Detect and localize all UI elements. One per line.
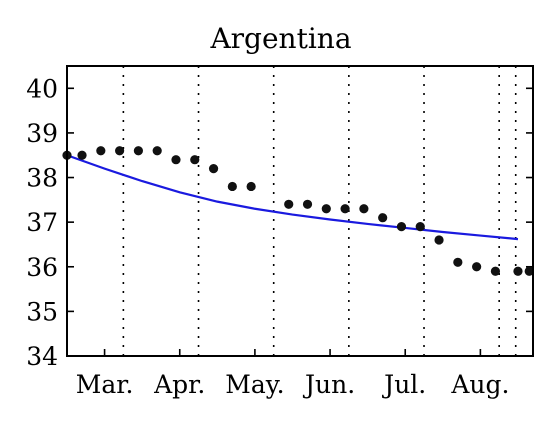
data-point [359,204,369,214]
data-point [133,146,144,156]
data-point [77,150,87,160]
data-point [472,262,482,272]
data-point [96,146,106,156]
x-tick-label: Apr. [153,370,205,399]
x-tick-label: Jul. [381,370,426,399]
y-tick-label: 36 [26,253,58,282]
data-point [340,204,350,214]
data-point [208,164,219,174]
data-point [378,213,388,223]
x-tick-label: Mar. [76,370,134,399]
x-tick-label: Aug. [450,370,509,399]
labels-layer: 34 35 36 37 38 39 40 Mar. Apr. May. Jun. Jul. Aug. [26,74,509,399]
ticks-layer [67,87,533,357]
y-tick-label: 35 [26,297,58,326]
data-point [490,266,501,276]
y-tick-label: 38 [26,164,58,193]
plot-frame [66,65,534,357]
data-point [396,222,407,232]
data-point [152,146,162,156]
data-point [284,199,294,209]
data-point [453,257,463,267]
data-point [246,181,256,192]
grid-layer [122,66,517,356]
data-point [115,146,125,156]
x-tick-label: May. [225,370,284,399]
chart-title: Argentina [209,22,351,55]
data-point [321,204,331,214]
data-point [524,266,534,276]
y-tick-label: 40 [26,74,58,103]
data-point [415,222,425,232]
data-point [171,155,181,165]
points-layer [62,146,534,276]
y-tick-label: 39 [26,119,58,148]
y-tick-label: 34 [26,342,58,371]
data-point [513,266,523,276]
fit-curve [66,154,519,241]
x-tick-label: Jun. [302,370,355,399]
data-point [302,199,313,209]
data-point [227,181,237,192]
line-layer [66,154,519,241]
y-tick-label: 37 [26,208,58,237]
data-point [190,155,200,165]
data-point [434,235,444,245]
